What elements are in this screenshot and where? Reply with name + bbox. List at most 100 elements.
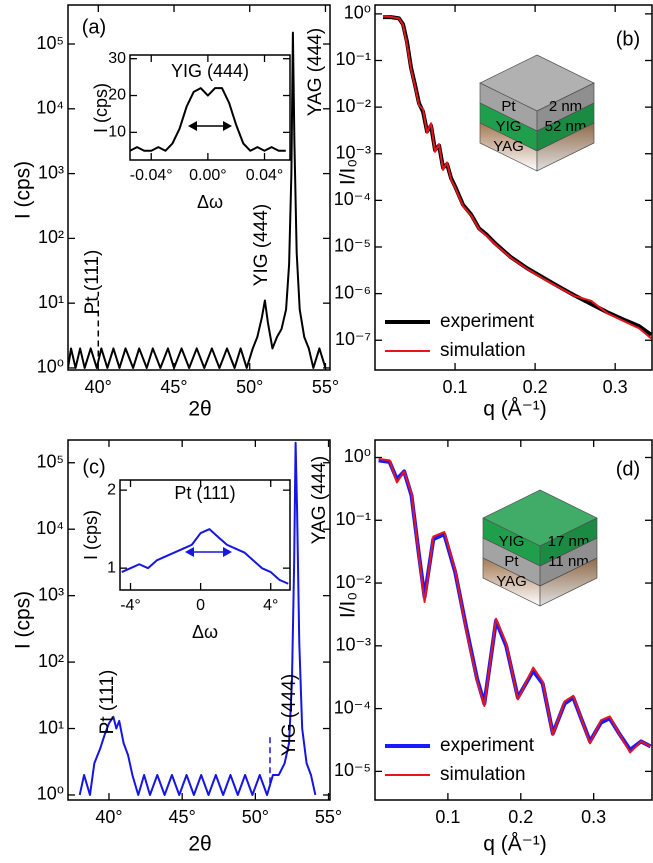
panel-label: (c) bbox=[82, 456, 105, 478]
x-tick-label: 0.1 bbox=[443, 377, 468, 397]
x-tick-label: 55° bbox=[312, 377, 339, 397]
y-tick-label: 10² bbox=[38, 651, 64, 671]
arrow-head bbox=[185, 547, 194, 557]
peak-annotation: YIG (444) bbox=[279, 674, 300, 756]
layer-name: YIG bbox=[499, 533, 525, 550]
layer-name: Pt bbox=[501, 98, 516, 115]
x-axis-label: q (Å⁻¹) bbox=[483, 398, 547, 421]
layer-shade bbox=[537, 103, 594, 151]
arrow-head bbox=[223, 547, 232, 557]
arrow-head bbox=[223, 121, 232, 131]
peak-annotation: YAG (444) bbox=[309, 456, 330, 544]
y-axis-label: I (cps) bbox=[12, 161, 35, 219]
x-tick-label: 40° bbox=[95, 807, 122, 827]
layer-name: YIG bbox=[496, 118, 522, 135]
y-axis-label: I (cps) bbox=[91, 83, 111, 133]
y-tick-label: 2 bbox=[107, 481, 116, 498]
y-tick-label: 10⁻³ bbox=[335, 142, 371, 162]
y-tick-label: 10¹ bbox=[38, 292, 64, 312]
y-tick-label: 10⁴ bbox=[36, 518, 64, 538]
layer-right bbox=[539, 557, 598, 607]
inset-frame bbox=[119, 479, 291, 591]
layer-shade bbox=[540, 518, 597, 566]
y-tick-label: 10³ bbox=[38, 584, 64, 604]
y-tick-label: 10⁻⁶ bbox=[334, 282, 371, 302]
panel-label: (b) bbox=[616, 28, 640, 50]
x-axis-label: Δω bbox=[192, 622, 218, 642]
data-line bbox=[121, 528, 289, 585]
peak-annotation: Pt (111) bbox=[82, 250, 103, 315]
y-tick-label: 10⁻⁵ bbox=[334, 236, 371, 256]
layer-thickness: 11 nm bbox=[548, 553, 589, 570]
plot-frame bbox=[374, 439, 653, 801]
legend-label: experiment bbox=[440, 311, 535, 332]
data-line bbox=[78, 441, 317, 796]
y-tick-label: 10⁻⁴ bbox=[334, 697, 371, 717]
y-tick-label: 10² bbox=[38, 227, 64, 247]
y-tick-label: 1 bbox=[107, 559, 116, 576]
layer-thickness: 2 nm bbox=[549, 98, 582, 115]
x-tick-label: -0.04° bbox=[130, 167, 173, 184]
layer-shade bbox=[540, 538, 597, 586]
layer-thickness: 17 nm bbox=[548, 533, 590, 550]
x-tick-label: 45° bbox=[169, 807, 196, 827]
y-tick-label: 10⁻¹ bbox=[335, 509, 371, 529]
panel-label: (d) bbox=[616, 458, 640, 480]
y-tick-label: 10⁰ bbox=[37, 357, 64, 377]
x-tick-label: 0.2 bbox=[523, 377, 548, 397]
x-tick-label: 40° bbox=[85, 377, 112, 397]
x-axis-label: 2θ bbox=[188, 833, 211, 856]
x-axis-label: Δω bbox=[197, 192, 223, 212]
plot-frame bbox=[374, 4, 653, 371]
y-tick-label: 10⁴ bbox=[36, 98, 64, 118]
y-axis-label: I/I₀ bbox=[337, 592, 360, 618]
x-tick-label: 0.3 bbox=[603, 377, 628, 397]
y-tick-label: 30 bbox=[108, 50, 126, 67]
y-tick-label: 10⁻⁵ bbox=[334, 760, 371, 780]
y-tick-label: 10⁻² bbox=[335, 572, 371, 592]
y-tick-label: 10¹ bbox=[38, 717, 64, 737]
x-axis-label: 2θ bbox=[188, 398, 211, 421]
peak-annotation: Pt (111) bbox=[97, 670, 118, 735]
y-axis-label: I (cps) bbox=[81, 510, 101, 560]
x-tick-label: 0 bbox=[196, 597, 205, 614]
data-line bbox=[68, 31, 327, 369]
x-tick-label: 50° bbox=[242, 807, 269, 827]
layer-shade bbox=[537, 83, 594, 131]
data-line bbox=[378, 457, 652, 754]
legend-label: simulation bbox=[440, 764, 526, 785]
y-tick-label: 10⁻⁴ bbox=[334, 189, 371, 209]
x-axis-label: q (Å⁻¹) bbox=[483, 833, 547, 856]
y-tick-label: 10⁰ bbox=[344, 446, 371, 466]
legend-label: experiment bbox=[440, 735, 535, 756]
x-tick-label: 4° bbox=[263, 597, 278, 614]
x-tick-label: 55° bbox=[315, 807, 342, 827]
layer-shade bbox=[537, 123, 594, 171]
arrow-head bbox=[188, 121, 197, 131]
x-tick-label: 0.2 bbox=[508, 807, 533, 827]
data-line bbox=[382, 15, 652, 340]
y-tick-label: 20 bbox=[108, 87, 126, 104]
panel-label: (a) bbox=[82, 16, 106, 38]
x-tick-label: 0.3 bbox=[581, 807, 606, 827]
layer-name: YAG bbox=[496, 573, 527, 590]
data-line bbox=[130, 87, 286, 152]
peak-annotation: YIG (444) bbox=[251, 204, 272, 286]
legend-label: simulation bbox=[440, 340, 526, 361]
y-tick-label: 10³ bbox=[38, 162, 64, 182]
y-tick-label: 10⁻⁷ bbox=[335, 329, 371, 349]
y-tick-label: 10⁻² bbox=[335, 96, 371, 116]
y-tick-label: 10⁵ bbox=[37, 452, 64, 472]
x-tick-label: 45° bbox=[160, 377, 187, 397]
x-tick-label: 0.04° bbox=[246, 167, 284, 184]
layer-name: YAG bbox=[493, 138, 524, 155]
y-axis-label: I (cps) bbox=[12, 591, 35, 649]
y-tick-label: 10⁵ bbox=[37, 33, 64, 53]
x-tick-label: 0.00° bbox=[189, 167, 227, 184]
x-tick-label: 50° bbox=[236, 377, 263, 397]
y-tick-label: 10⁻¹ bbox=[335, 49, 371, 69]
layer-right bbox=[536, 122, 595, 172]
y-tick-label: 10⁰ bbox=[344, 3, 371, 23]
y-tick-label: 10⁻³ bbox=[335, 635, 371, 655]
